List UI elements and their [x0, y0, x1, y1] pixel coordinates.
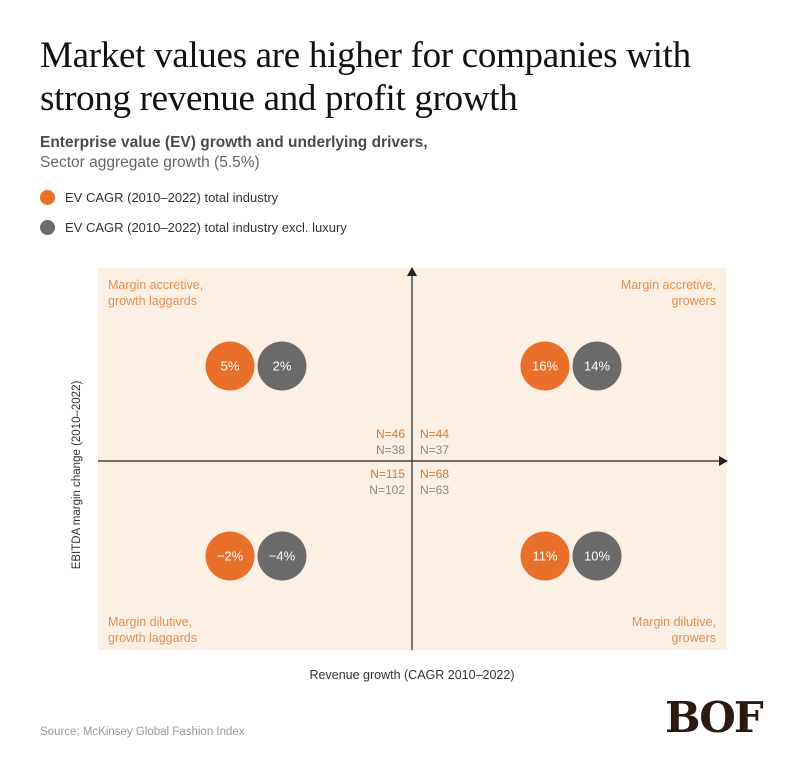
y-axis-label: EBITDA margin change (2010–2022) — [71, 380, 83, 570]
bubble-top-left-series-2 — [257, 341, 307, 391]
n-count-top-right-series-2: N=37 — [420, 443, 449, 457]
subtitle-line-2: Sector aggregate growth (5.5%) — [40, 154, 260, 171]
bubble-bottom-left-series-2 — [257, 531, 307, 581]
quadrant-label-bottom-left-line-1: Margin dilutive, — [108, 615, 192, 629]
bubble-bottom-right-series-1 — [520, 531, 570, 581]
bubble-bottom-right-series-2 — [572, 531, 622, 581]
quadrant-label-bottom-right-line-1: Margin dilutive, — [632, 615, 716, 629]
source-note: Source: McKinsey Global Fashion Index — [40, 726, 245, 738]
bubble-value-bottom-left-series-1: −2% — [217, 549, 244, 564]
n-count-bottom-right-series-1: N=68 — [420, 467, 449, 481]
legend-label-total: EV CAGR (2010–2022) total industry — [65, 189, 279, 205]
bubble-value-top-right-series-1: 16% — [532, 359, 558, 374]
quadrant-label-bottom-right-line-2: growers — [672, 631, 716, 645]
legend: EV CAGR (2010–2022) total industry EV CA… — [40, 185, 347, 245]
quadrant-label-top-left-line-1: Margin accretive, — [108, 278, 203, 292]
n-count-bottom-right-series-2: N=63 — [420, 483, 449, 497]
quadrant-label-top-left-line-2: growth laggards — [108, 294, 197, 308]
n-count-top-right-series-1: N=44 — [420, 427, 449, 441]
bubble-value-bottom-right-series-1: 11% — [532, 549, 557, 564]
legend-swatch-excl-luxury — [40, 219, 55, 235]
bubble-value-bottom-right-series-2: 10% — [584, 549, 610, 564]
bubble-value-top-right-series-2: 14% — [584, 359, 610, 374]
n-count-bottom-left-series-2: N=102 — [369, 483, 405, 497]
subtitle-line-1: Enterprise value (EV) growth and underly… — [40, 134, 428, 151]
x-axis-arrow — [719, 456, 728, 466]
quadrant-label-bottom-left-line-2: growth laggards — [108, 631, 197, 645]
chart-title: Market values are higher for companies w… — [40, 35, 691, 119]
legend-item-total: EV CAGR (2010–2022) total industry — [40, 185, 347, 209]
bubble-top-right-series-1 — [520, 341, 570, 391]
y-axis-arrow — [407, 267, 417, 276]
x-axis-label: Revenue growth (CAGR 2010–2022) — [309, 668, 515, 682]
bubble-bottom-left-series-1 — [205, 531, 255, 581]
bubble-value-top-left-series-1: 5% — [221, 359, 240, 374]
legend-swatch-total — [40, 189, 55, 205]
bof-logo: BOF — [665, 693, 764, 742]
legend-label-excl-luxury: EV CAGR (2010–2022) total industry excl.… — [65, 219, 347, 235]
bubble-top-left-series-1 — [205, 341, 255, 391]
bubble-value-bottom-left-series-2: −4% — [269, 549, 296, 564]
chart-subtitle: Enterprise value (EV) growth and underly… — [40, 133, 428, 173]
quadrant-label-top-right-line-2: growers — [672, 294, 716, 308]
n-count-top-left-series-2: N=38 — [376, 443, 405, 457]
legend-item-excl-luxury: EV CAGR (2010–2022) total industry excl.… — [40, 215, 347, 239]
n-count-top-left-series-1: N=46 — [376, 427, 405, 441]
n-count-bottom-left-series-1: N=115 — [370, 467, 405, 481]
bubble-value-top-left-series-2: 2% — [273, 359, 292, 374]
quadrant-label-top-right-line-1: Margin accretive, — [621, 278, 716, 292]
bubble-top-right-series-2 — [572, 341, 622, 391]
